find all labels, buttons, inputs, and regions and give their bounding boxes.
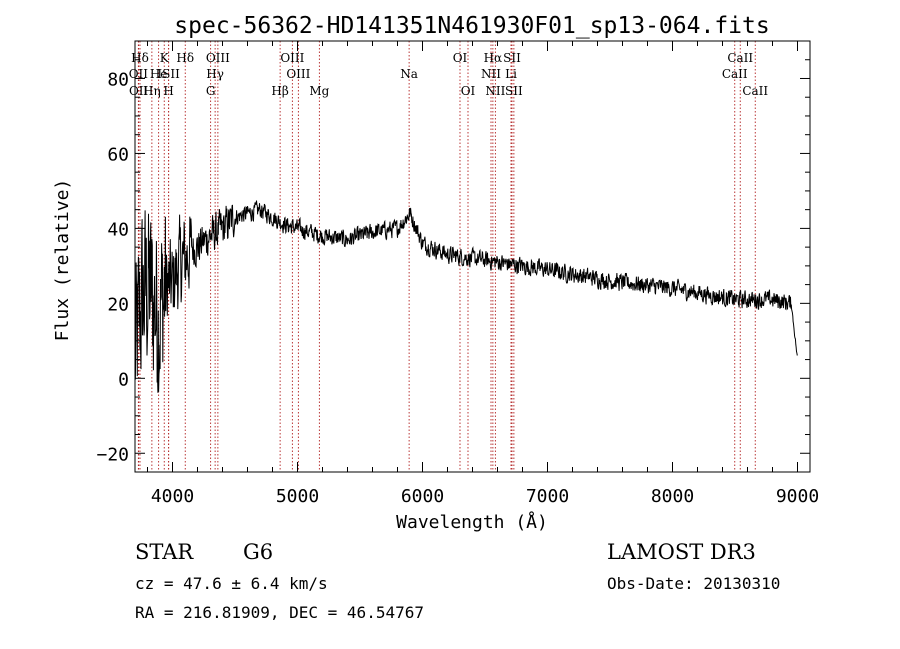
x-axis: 4000 5000 6000 7000 8000 9000	[147, 41, 819, 507]
line-label: CaII	[742, 84, 768, 98]
line-label: OIII	[280, 51, 304, 65]
x-tick-label: 4000	[151, 486, 194, 507]
chart-title: spec-56362-HD141351N461930F01_sp13-064.f…	[174, 13, 769, 39]
y-tick-label: 20	[107, 294, 129, 315]
y-tick-label: −20	[96, 444, 129, 465]
line-label: Hβ	[271, 84, 288, 98]
line-label: CaII	[722, 67, 748, 81]
line-label: SII	[503, 51, 521, 65]
x-tick-label: 5000	[276, 486, 319, 507]
line-label: OIII	[206, 51, 230, 65]
y-tick-label: 0	[118, 369, 129, 390]
object-class: STAR	[135, 540, 194, 564]
line-label: OII	[129, 67, 149, 81]
line-label: H	[163, 84, 173, 98]
line-label: Mg	[309, 84, 329, 98]
line-label: Hη	[143, 84, 161, 98]
observation-date: Obs-Date: 20130310	[607, 574, 781, 593]
x-tick-label: 7000	[526, 486, 569, 507]
line-label: K	[160, 51, 170, 65]
redshift-readout: cz = 47.6 ± 6.4 km/s	[135, 574, 328, 593]
spectrum-line	[134, 200, 798, 393]
y-tick-label: 80	[107, 69, 129, 90]
line-label: Na	[400, 67, 418, 81]
x-tick-label: 9000	[776, 486, 819, 507]
x-axis-label: Wavelength (Å)	[396, 511, 548, 533]
line-label: OI	[461, 84, 476, 98]
y-tick-label: 60	[107, 144, 129, 165]
line-label: OI	[453, 51, 468, 65]
line-label: He	[150, 67, 168, 81]
y-axis-label: Flux (relative)	[52, 179, 73, 342]
y-tick-label: 40	[107, 219, 129, 240]
survey-name: LAMOST DR3	[607, 540, 756, 564]
coordinates-readout: RA = 216.81909, DEC = 46.54767	[135, 603, 424, 622]
line-label: OIII	[286, 67, 310, 81]
line-label: Hδ	[131, 51, 149, 65]
line-label: Hδ	[176, 51, 194, 65]
plot-frame	[134, 40, 811, 473]
line-label: NII	[481, 67, 501, 81]
line-label: ISII	[157, 67, 180, 81]
line-label: SII	[505, 84, 523, 98]
line-label: G	[206, 84, 216, 98]
line-label: Hγ	[206, 67, 224, 81]
line-labels: Hδ OII OII K He Hη Hδ ISII H OIII Hγ G OIII OIII Hβ Mg N…	[129, 51, 769, 98]
object-subclass: G6	[243, 540, 274, 564]
y-axis: −20 0 20 40 60 80	[96, 59, 810, 465]
line-label: Li	[505, 67, 517, 81]
line-label: CaII	[727, 51, 753, 65]
line-label: NII	[485, 84, 505, 98]
line-label: Hα	[484, 51, 503, 65]
line-label: OII	[129, 84, 149, 98]
x-tick-label: 6000	[401, 486, 444, 507]
x-tick-label: 8000	[651, 486, 694, 507]
